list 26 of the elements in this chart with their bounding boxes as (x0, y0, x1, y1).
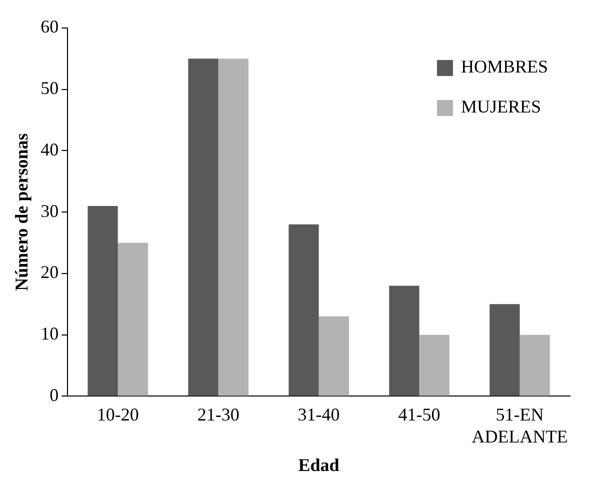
x-axis-title: Edad (298, 454, 340, 475)
bar (419, 334, 450, 396)
y-tick-label: 40 (40, 139, 59, 160)
bar (188, 58, 218, 396)
bar (520, 334, 550, 396)
y-tick-label: 60 (40, 16, 59, 37)
x-tick-label: 41-50 (398, 404, 440, 425)
x-tick-label: 10-20 (96, 404, 139, 425)
y-tick-label: 30 (40, 200, 59, 221)
y-tick-label: 50 (40, 78, 59, 98)
bar (318, 316, 349, 396)
y-axis-title: Número de personas (11, 133, 32, 291)
x-tick-label: 51-EN ADELANTE (472, 404, 568, 446)
x-tick-label: 21-30 (197, 404, 240, 425)
x-tick-label: 31-40 (298, 404, 340, 425)
bar (490, 304, 520, 396)
y-tick-label: 20 (40, 262, 59, 282)
bar (88, 206, 118, 396)
bar (389, 286, 420, 396)
bar (218, 58, 248, 396)
y-tick-label: 0 (50, 384, 59, 405)
y-tick-label: 10 (40, 324, 59, 344)
bar (118, 242, 148, 396)
legend-label: MUJERES (460, 96, 541, 117)
legend-label: HOMBRES (460, 56, 548, 77)
bar (288, 224, 319, 396)
